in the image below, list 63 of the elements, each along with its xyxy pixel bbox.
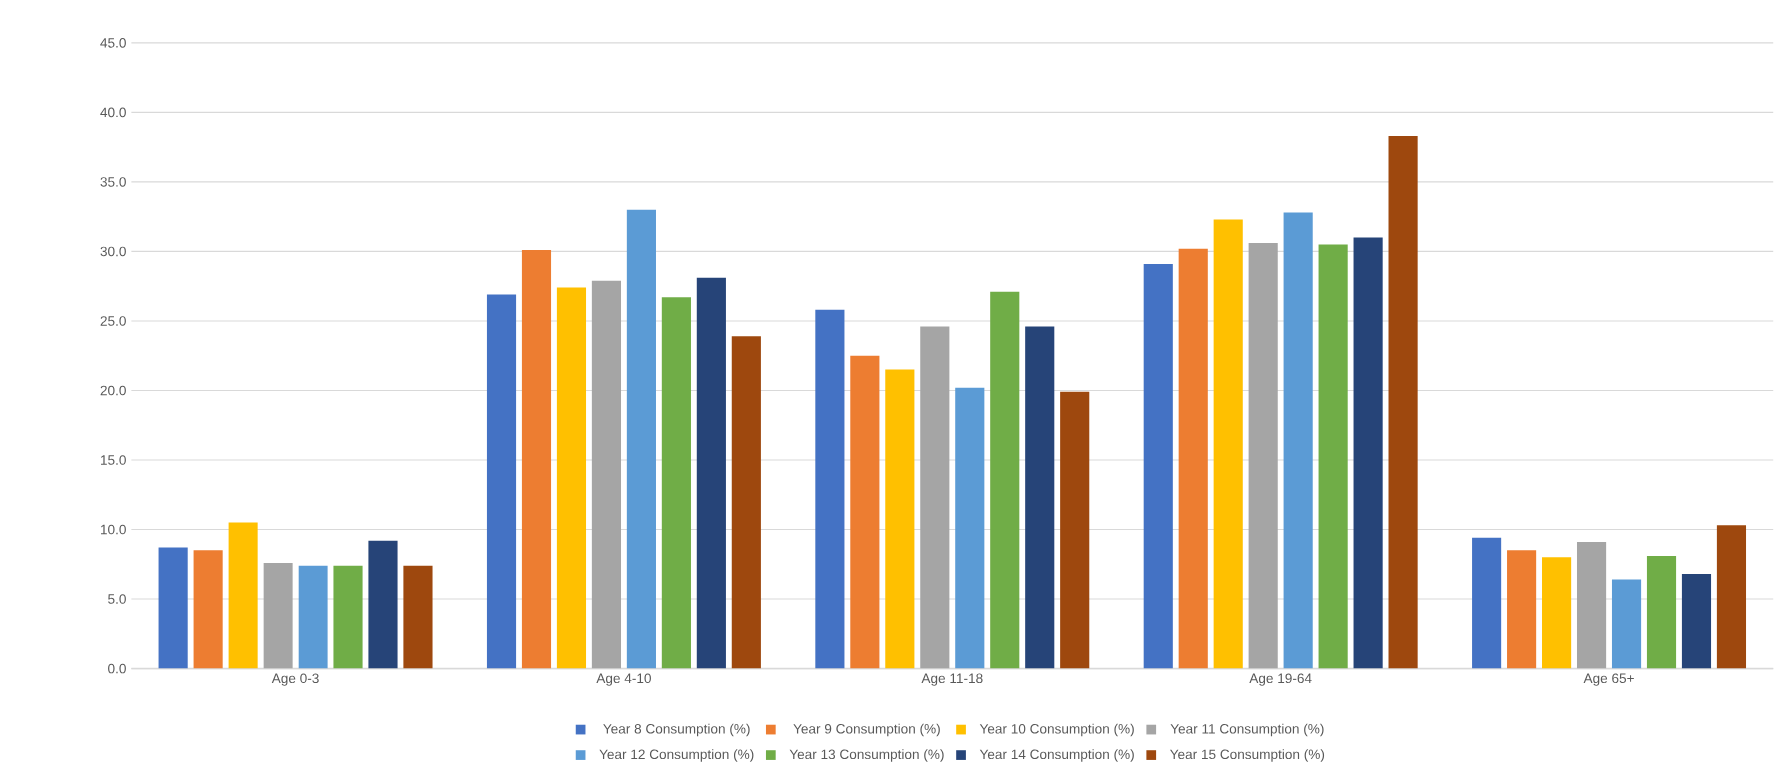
bar: [1353, 237, 1383, 669]
bar: [298, 565, 328, 669]
y-tick-label: 5.0: [108, 594, 126, 604]
legend-label: Year 8 Consumption (%): [603, 723, 750, 737]
bar: [1388, 136, 1418, 669]
bar: [920, 326, 950, 669]
y-tick-label: 0.0: [108, 663, 126, 674]
legend-label: Year 10 Consumption (%): [979, 723, 1134, 737]
bar: [1248, 243, 1278, 669]
bar: [403, 565, 433, 669]
bar: [696, 277, 726, 669]
bar: [1143, 264, 1173, 669]
bar: [1060, 391, 1090, 669]
bar: [193, 550, 223, 669]
bar: [661, 297, 691, 669]
bar: [1576, 542, 1607, 669]
x-tick-label: Age 11-18: [921, 673, 983, 686]
bar: [815, 309, 845, 669]
bar: [1542, 557, 1572, 669]
bar: [955, 387, 985, 669]
bar: [158, 547, 188, 669]
bar: [1025, 326, 1055, 669]
bar: [263, 562, 293, 669]
bar: [556, 287, 587, 669]
legend-label: Year 12 Consumption (%): [599, 749, 754, 762]
legend-label: Year 11 Consumption (%): [1170, 723, 1324, 737]
bar: [591, 280, 622, 669]
bar: [1178, 248, 1208, 669]
y-tick-label: 25.0: [100, 316, 126, 326]
bar: [1472, 537, 1502, 669]
y-tick-label: 45.0: [100, 38, 126, 48]
y-tick-label: 35.0: [100, 177, 126, 187]
y-tick-label: 15.0: [101, 455, 126, 465]
bar: [486, 294, 517, 669]
bar: [1646, 556, 1677, 669]
bar: [1716, 525, 1747, 669]
x-tick-label: Age 65+: [1583, 673, 1634, 686]
bar: [1681, 574, 1712, 669]
y-tick-label: 10.0: [101, 524, 126, 535]
y-tick-label: 40.0: [100, 107, 126, 118]
legend-label: Year 13 Consumption (%): [789, 749, 944, 762]
bar: [731, 336, 761, 669]
legend-label: Year 14 Consumption (%): [979, 749, 1134, 762]
y-tick-label: 20.0: [100, 385, 126, 396]
bar: [626, 209, 656, 669]
bar: [1611, 579, 1642, 669]
bar: [228, 522, 258, 669]
bar: [521, 250, 552, 669]
bar: [850, 355, 880, 669]
bar: [368, 540, 398, 669]
legend-label: Year 15 Consumption (%): [1170, 749, 1325, 762]
x-tick-label: Age 0-3: [271, 673, 319, 686]
bar: [1507, 550, 1537, 669]
bar: [1213, 219, 1243, 669]
x-tick-label: Age 4-10: [596, 673, 651, 686]
y-tick-label: 30.0: [100, 246, 126, 257]
bar: [990, 291, 1020, 669]
bar: [333, 565, 363, 669]
bar: [1318, 244, 1348, 669]
bar: [885, 369, 915, 669]
bar: [1283, 212, 1313, 669]
x-tick-label: Age 19-64: [1249, 673, 1312, 686]
legend-label: Year 9 Consumption (%): [793, 723, 940, 737]
